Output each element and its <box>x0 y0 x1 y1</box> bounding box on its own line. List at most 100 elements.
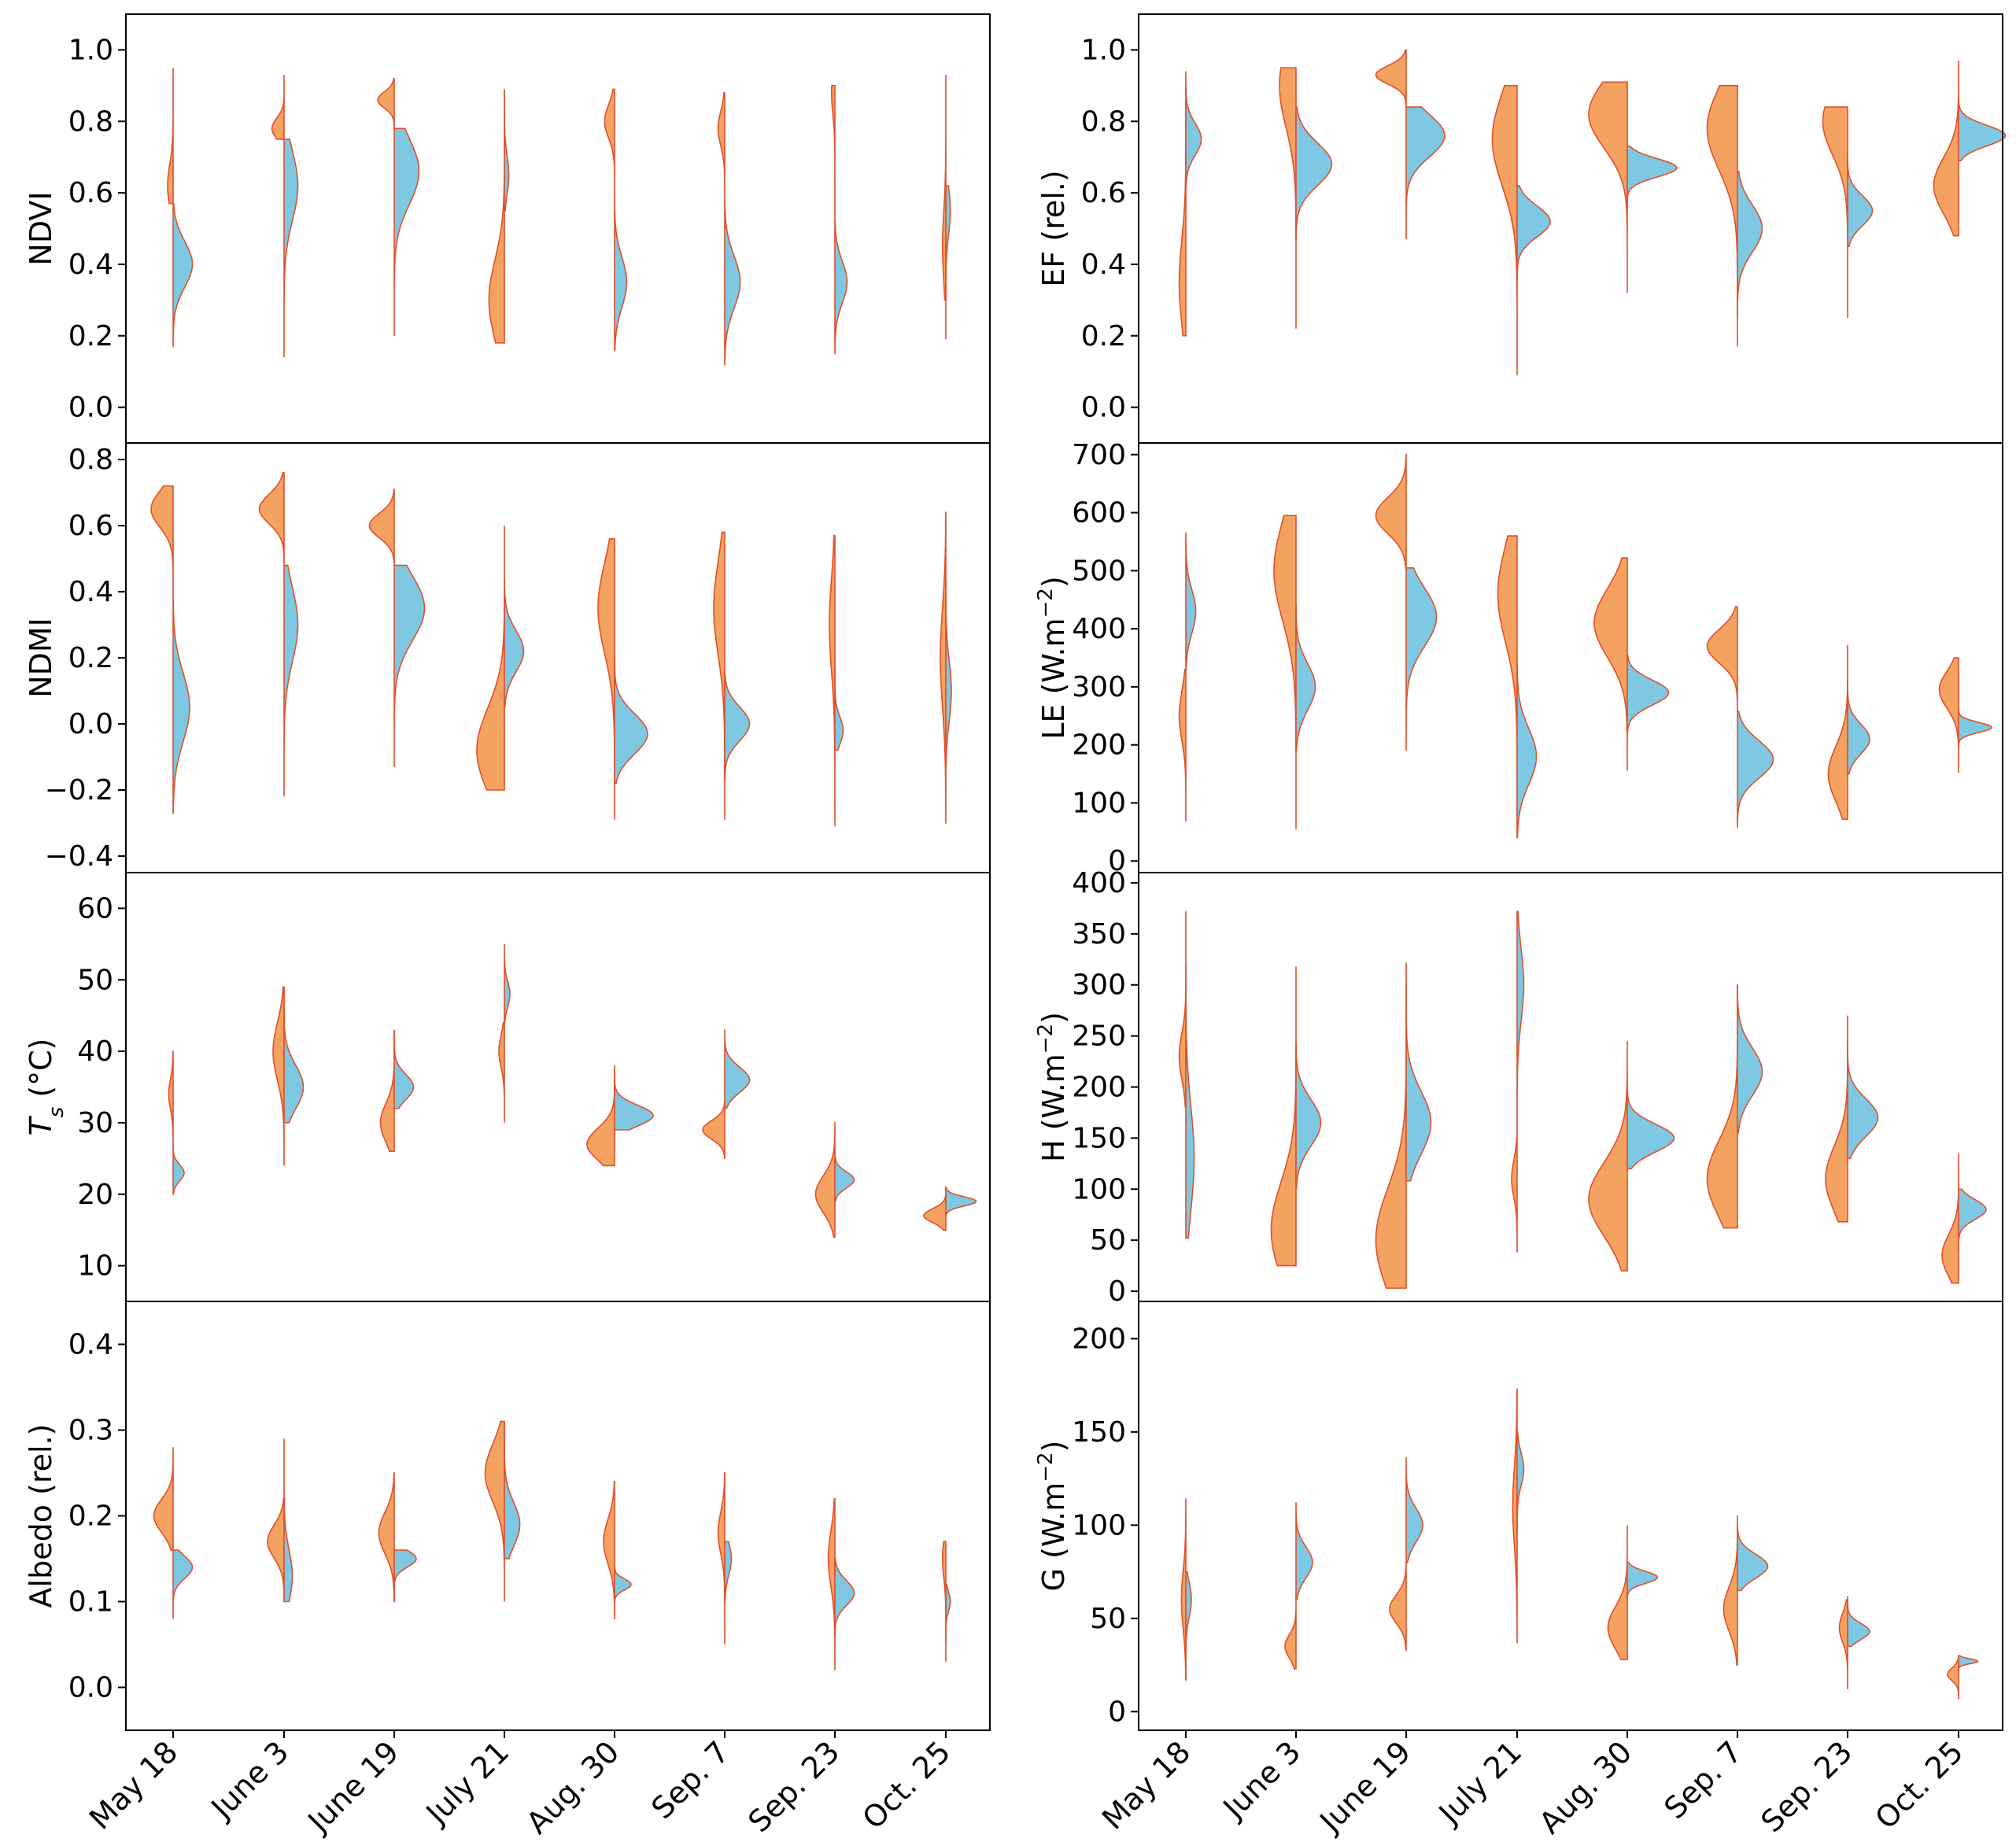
violin-ef-right-2 <box>1405 106 1446 240</box>
ylabel-ts: Ts (°C) <box>24 1038 68 1135</box>
violin-h-right-3 <box>1516 910 1525 1139</box>
violin-ndvi-right-7 <box>945 185 951 340</box>
ylabel-h: H (W.m−2) <box>1034 1012 1071 1162</box>
xtick-label-g-6: Sep. 23 <box>1754 1734 1859 1839</box>
violin-le-left-3 <box>1497 535 1518 838</box>
ytick-label-h-4: 200 <box>1072 1072 1126 1104</box>
axes-frame-ts <box>125 872 991 1302</box>
violin-ts-left-2 <box>379 1029 395 1153</box>
violin-g-left-5 <box>1722 1524 1738 1666</box>
ytick-label-le-1: 100 <box>1072 787 1126 819</box>
ytick-label-ts-5: 60 <box>77 892 113 925</box>
ytick-label-ndvi-2: 0.4 <box>68 249 113 281</box>
ylabel-g: G (W.m−2) <box>1034 1441 1071 1592</box>
violin-le-left-4 <box>1593 557 1628 771</box>
violin-g-left-1 <box>1284 1596 1297 1670</box>
axes-frame-le <box>1138 442 2003 873</box>
violin-ndmi-left-3 <box>476 526 505 791</box>
violin-g-right-3 <box>1516 1431 1525 1535</box>
axes-frame-ndmi <box>125 442 991 873</box>
ytick-label-ts-3: 40 <box>77 1035 113 1068</box>
violin-h-right-5 <box>1737 984 1763 1134</box>
violin-h-left-0 <box>1178 964 1187 1109</box>
violin-h-right-2 <box>1405 984 1432 1182</box>
ytick-label-g-2: 100 <box>1072 1509 1126 1541</box>
ytick-label-ts-0: 10 <box>77 1250 113 1283</box>
violin-ts-right-6 <box>834 1150 855 1202</box>
xtick-label-g-0: May 18 <box>1095 1734 1197 1836</box>
violin-ndmi-right-1 <box>283 564 299 797</box>
violin-ef-right-0 <box>1185 84 1202 186</box>
ytick-label-le-3: 300 <box>1072 671 1126 703</box>
ytick-label-ndvi-1: 0.2 <box>68 320 113 353</box>
violin-g-left-7 <box>1947 1659 1959 1700</box>
violin-ndmi-left-6 <box>829 534 836 827</box>
violin-albedo-right-4 <box>614 1567 632 1603</box>
panel-ts: 10 20 30 40 50 60 Ts (°C) <box>24 872 991 1302</box>
panel-albedo: 0.0 0.1 0.2 0.3 0.4 Albedo (rel.) May 18 June 3… <box>24 1301 991 1840</box>
violin-ndmi-right-3 <box>504 578 525 708</box>
ytick-label-ndmi-6: 0.8 <box>68 444 113 476</box>
xtick-label-albedo-3: July 21 <box>419 1734 516 1832</box>
xtick-label-albedo-5: Sep. 7 <box>644 1734 736 1825</box>
violin-ndvi-left-7 <box>941 75 947 301</box>
ytick-label-ndvi-4: 0.8 <box>68 105 113 138</box>
xtick-label-g-2: June 19 <box>1313 1734 1418 1840</box>
violin-ef-left-1 <box>1279 67 1297 329</box>
violin-albedo-right-3 <box>504 1421 521 1560</box>
violin-ndvi-left-6 <box>830 85 836 222</box>
violin-ef-left-6 <box>1822 106 1848 319</box>
violin-g-right-0 <box>1185 1571 1192 1681</box>
violin-le-left-2 <box>1375 453 1407 569</box>
ylabel-ndvi: NDVI <box>24 191 58 265</box>
violin-ts-right-4 <box>614 1065 654 1131</box>
violin-ts-right-0 <box>172 1143 185 1195</box>
ytick-label-ef-3: 0.6 <box>1081 177 1126 209</box>
violin-le-right-7 <box>1958 712 1992 746</box>
violin-ndmi-right-2 <box>393 564 426 767</box>
violin-albedo-left-3 <box>484 1420 505 1602</box>
violin-ef-left-5 <box>1706 85 1738 347</box>
xtick-label-g-7: Oct. 25 <box>1869 1734 1970 1836</box>
violin-le-left-5 <box>1706 606 1738 712</box>
axes-frame-albedo <box>125 1301 991 1731</box>
violin-h-right-7 <box>1958 1188 1987 1251</box>
violin-ts-left-0 <box>168 1050 174 1145</box>
ytick-label-ndmi-2: 0.0 <box>68 708 113 740</box>
violin-h-right-0 <box>1185 911 1195 1239</box>
violin-ndvi-left-1 <box>271 75 285 140</box>
violin-ndvi-left-4 <box>604 88 615 194</box>
xtick-label-albedo-7: Oct. 25 <box>856 1734 958 1836</box>
violin-ndmi-left-4 <box>597 538 615 820</box>
ytick-label-ts-2: 30 <box>77 1107 113 1139</box>
ytick-label-ndvi-0: 0.0 <box>68 392 113 424</box>
ytick-label-ndmi-0: −0.4 <box>45 840 113 873</box>
ytick-label-ts-4: 50 <box>77 964 113 996</box>
xtick-label-g-3: July 21 <box>1431 1734 1529 1832</box>
violin-le-left-6 <box>1827 644 1848 820</box>
ylabel-le: LE (W.m−2) <box>1034 576 1071 740</box>
violin-g-left-2 <box>1389 1561 1407 1651</box>
violin-ndvi-left-5 <box>717 92 726 201</box>
violin-albedo-right-1 <box>283 1438 294 1603</box>
violin-ndmi-right-6 <box>834 664 844 751</box>
ytick-label-g-1: 50 <box>1090 1603 1126 1635</box>
ytick-label-le-6: 600 <box>1072 497 1126 530</box>
xtick-label-albedo-0: May 18 <box>83 1734 184 1836</box>
violin-ndmi-right-0 <box>172 597 190 814</box>
violin-ndmi-right-7 <box>945 578 952 768</box>
ytick-label-h-0: 0 <box>1108 1275 1126 1308</box>
ytick-label-albedo-1: 0.1 <box>68 1586 113 1619</box>
violin-albedo-left-1 <box>267 1497 285 1603</box>
violin-g-left-3 <box>1512 1388 1518 1644</box>
violin-ef-left-3 <box>1491 85 1518 375</box>
ytick-label-albedo-3: 0.3 <box>68 1415 113 1447</box>
violin-ts-left-1 <box>272 986 285 1166</box>
violin-le-left-7 <box>1938 657 1959 773</box>
violin-h-left-2 <box>1375 962 1407 1289</box>
violin-le-right-3 <box>1516 663 1538 839</box>
ytick-label-h-6: 300 <box>1072 969 1126 1002</box>
violin-albedo-left-2 <box>378 1472 395 1603</box>
violin-ef-right-3 <box>1516 185 1551 283</box>
ytick-label-le-2: 200 <box>1072 729 1126 762</box>
